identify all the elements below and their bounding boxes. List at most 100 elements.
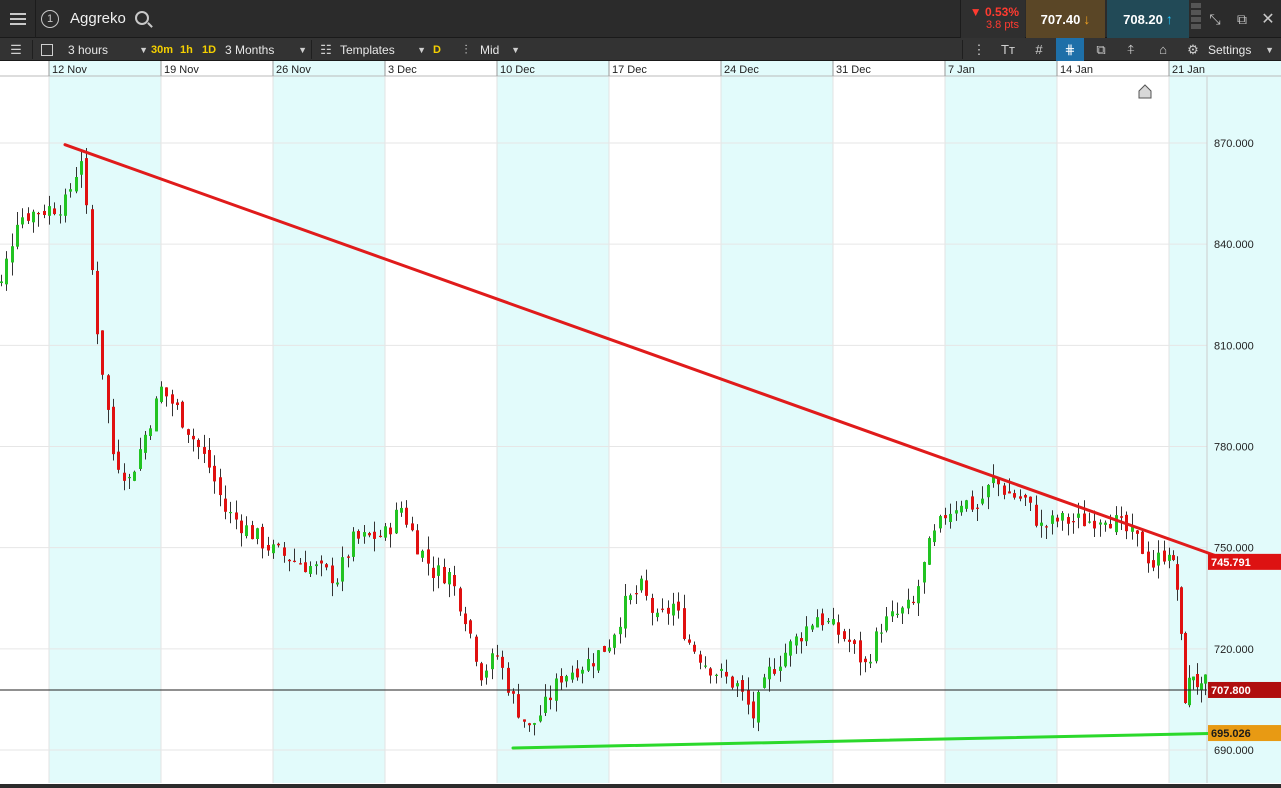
candle-body bbox=[725, 671, 728, 677]
shrink-icon[interactable]: ⤡ bbox=[1209, 10, 1221, 27]
candle-body bbox=[1024, 494, 1027, 498]
chevron-down-icon: ▼ bbox=[417, 44, 426, 55]
candle-body bbox=[971, 496, 974, 510]
candle-body bbox=[304, 562, 307, 573]
candle-body bbox=[485, 670, 488, 678]
candle-body bbox=[352, 531, 355, 557]
candle-body bbox=[789, 641, 792, 656]
quick-1h-button[interactable]: 1h bbox=[180, 43, 193, 56]
templates-select[interactable]: Templates ▼ bbox=[340, 38, 426, 61]
candle-body bbox=[523, 719, 526, 722]
x-tick-label: 21 Jan bbox=[1172, 64, 1205, 76]
candle-body bbox=[288, 559, 291, 562]
candle-body bbox=[544, 696, 547, 713]
settings-menu[interactable]: Settings ▼ bbox=[1208, 38, 1274, 61]
candle-body bbox=[549, 697, 552, 701]
candle-body bbox=[480, 663, 483, 681]
title-bar: 1 Aggreko ▼ 0.53% 3.8 pts 707.40 ↓ 708.2… bbox=[0, 0, 1281, 38]
candle-body bbox=[715, 674, 718, 676]
candle-body bbox=[347, 556, 350, 558]
candle-body bbox=[843, 631, 846, 640]
search-icon[interactable] bbox=[135, 11, 149, 25]
candle-body bbox=[389, 527, 392, 535]
grid-icon[interactable]: # bbox=[1035, 42, 1043, 57]
change-points: 3.8 pts bbox=[985, 19, 1019, 31]
close-icon[interactable]: ✕ bbox=[1261, 11, 1275, 28]
chart-canvas[interactable]: 870.000 840.000 810.000 780.000 750.000 720.0… bbox=[0, 61, 1281, 788]
candle-body bbox=[0, 281, 3, 284]
candle-body bbox=[491, 653, 494, 670]
candle-body bbox=[901, 607, 904, 614]
label-icon[interactable]: ⌂ bbox=[1159, 42, 1167, 57]
quick-30m-button[interactable]: 30m bbox=[151, 43, 174, 56]
candle-body bbox=[155, 398, 158, 432]
candle-body bbox=[1200, 683, 1203, 691]
candle-body bbox=[293, 560, 296, 562]
candle-body bbox=[96, 270, 99, 335]
gear-icon[interactable]: ⚙ bbox=[1187, 41, 1199, 57]
candle-body bbox=[501, 656, 504, 668]
candle-body bbox=[667, 607, 670, 614]
candle-body bbox=[1196, 674, 1199, 688]
candle-body bbox=[496, 655, 499, 657]
popout-icon[interactable]: ⧉ bbox=[1237, 10, 1247, 27]
candle-body bbox=[1131, 526, 1134, 532]
candle-body bbox=[69, 189, 72, 192]
buy-button[interactable]: 708.20 ↑ bbox=[1107, 0, 1189, 38]
candle-body bbox=[187, 429, 190, 435]
settings-label: Settings bbox=[1208, 42, 1252, 57]
candle-body bbox=[357, 531, 360, 539]
layout-icon[interactable] bbox=[36, 38, 58, 61]
candle-body bbox=[11, 246, 14, 263]
candle-body bbox=[757, 691, 760, 723]
chart-type-icon[interactable]: ⫶ bbox=[464, 41, 468, 57]
candle-body bbox=[1019, 496, 1022, 499]
depth-grip-icon[interactable] bbox=[1191, 3, 1201, 35]
candle-body bbox=[981, 498, 984, 504]
candle-body bbox=[1088, 521, 1091, 523]
candle-body bbox=[827, 620, 830, 623]
indicators-icon[interactable]: ⋮ bbox=[972, 41, 986, 57]
drawing-tool-icon[interactable]: ⋕ bbox=[1056, 38, 1084, 61]
candle-body bbox=[592, 663, 595, 667]
candle-body bbox=[448, 572, 451, 585]
candle-body bbox=[368, 533, 371, 536]
crosshair-icon[interactable]: ⍏ bbox=[1127, 41, 1135, 57]
price-chart[interactable]: 870.000 840.000 810.000 780.000 750.000 720.0… bbox=[0, 61, 1281, 788]
copy-icon[interactable]: ⧉ bbox=[1096, 41, 1106, 57]
x-tick-label: 14 Jan bbox=[1060, 64, 1093, 76]
quick-1d-button[interactable]: 1D bbox=[202, 43, 217, 56]
candle-body bbox=[1188, 677, 1191, 706]
candle-body bbox=[1168, 554, 1171, 561]
info-icon[interactable]: 1 bbox=[38, 0, 62, 38]
daily-badge[interactable]: D bbox=[433, 43, 441, 56]
candle-body bbox=[848, 639, 851, 642]
candle-body bbox=[427, 549, 430, 564]
price-type-select[interactable]: Mid ▼ bbox=[480, 38, 520, 61]
interval-select[interactable]: 3 hours ▼ bbox=[68, 38, 148, 61]
candle-body bbox=[736, 683, 739, 687]
candle-body bbox=[1051, 515, 1054, 524]
chevron-down-icon: ▼ bbox=[298, 44, 307, 55]
text-tool-icon[interactable]: Tᴛ bbox=[1001, 42, 1015, 57]
candle-body bbox=[917, 586, 920, 604]
menu-icon[interactable] bbox=[0, 0, 36, 38]
sell-button[interactable]: 707.40 ↓ bbox=[1026, 0, 1105, 38]
x-tick-label: 24 Dec bbox=[724, 64, 759, 76]
candle-body bbox=[459, 588, 462, 612]
week-band bbox=[721, 61, 833, 783]
candle-body bbox=[197, 439, 200, 448]
candle-body bbox=[91, 209, 94, 271]
candle-body bbox=[795, 636, 798, 646]
candle-body bbox=[624, 595, 627, 629]
range-select[interactable]: 3 Months ▼ bbox=[225, 38, 307, 61]
candle-body bbox=[976, 507, 979, 509]
candle-body bbox=[1163, 550, 1166, 562]
candle-body bbox=[907, 599, 910, 609]
candle-body bbox=[272, 544, 275, 554]
candle-body bbox=[1083, 513, 1086, 527]
list-icon[interactable]: ☰ bbox=[10, 41, 22, 57]
candle-body bbox=[629, 595, 632, 600]
x-tick-label: 10 Dec bbox=[500, 64, 535, 76]
instrument-name[interactable]: Aggreko bbox=[70, 10, 126, 27]
